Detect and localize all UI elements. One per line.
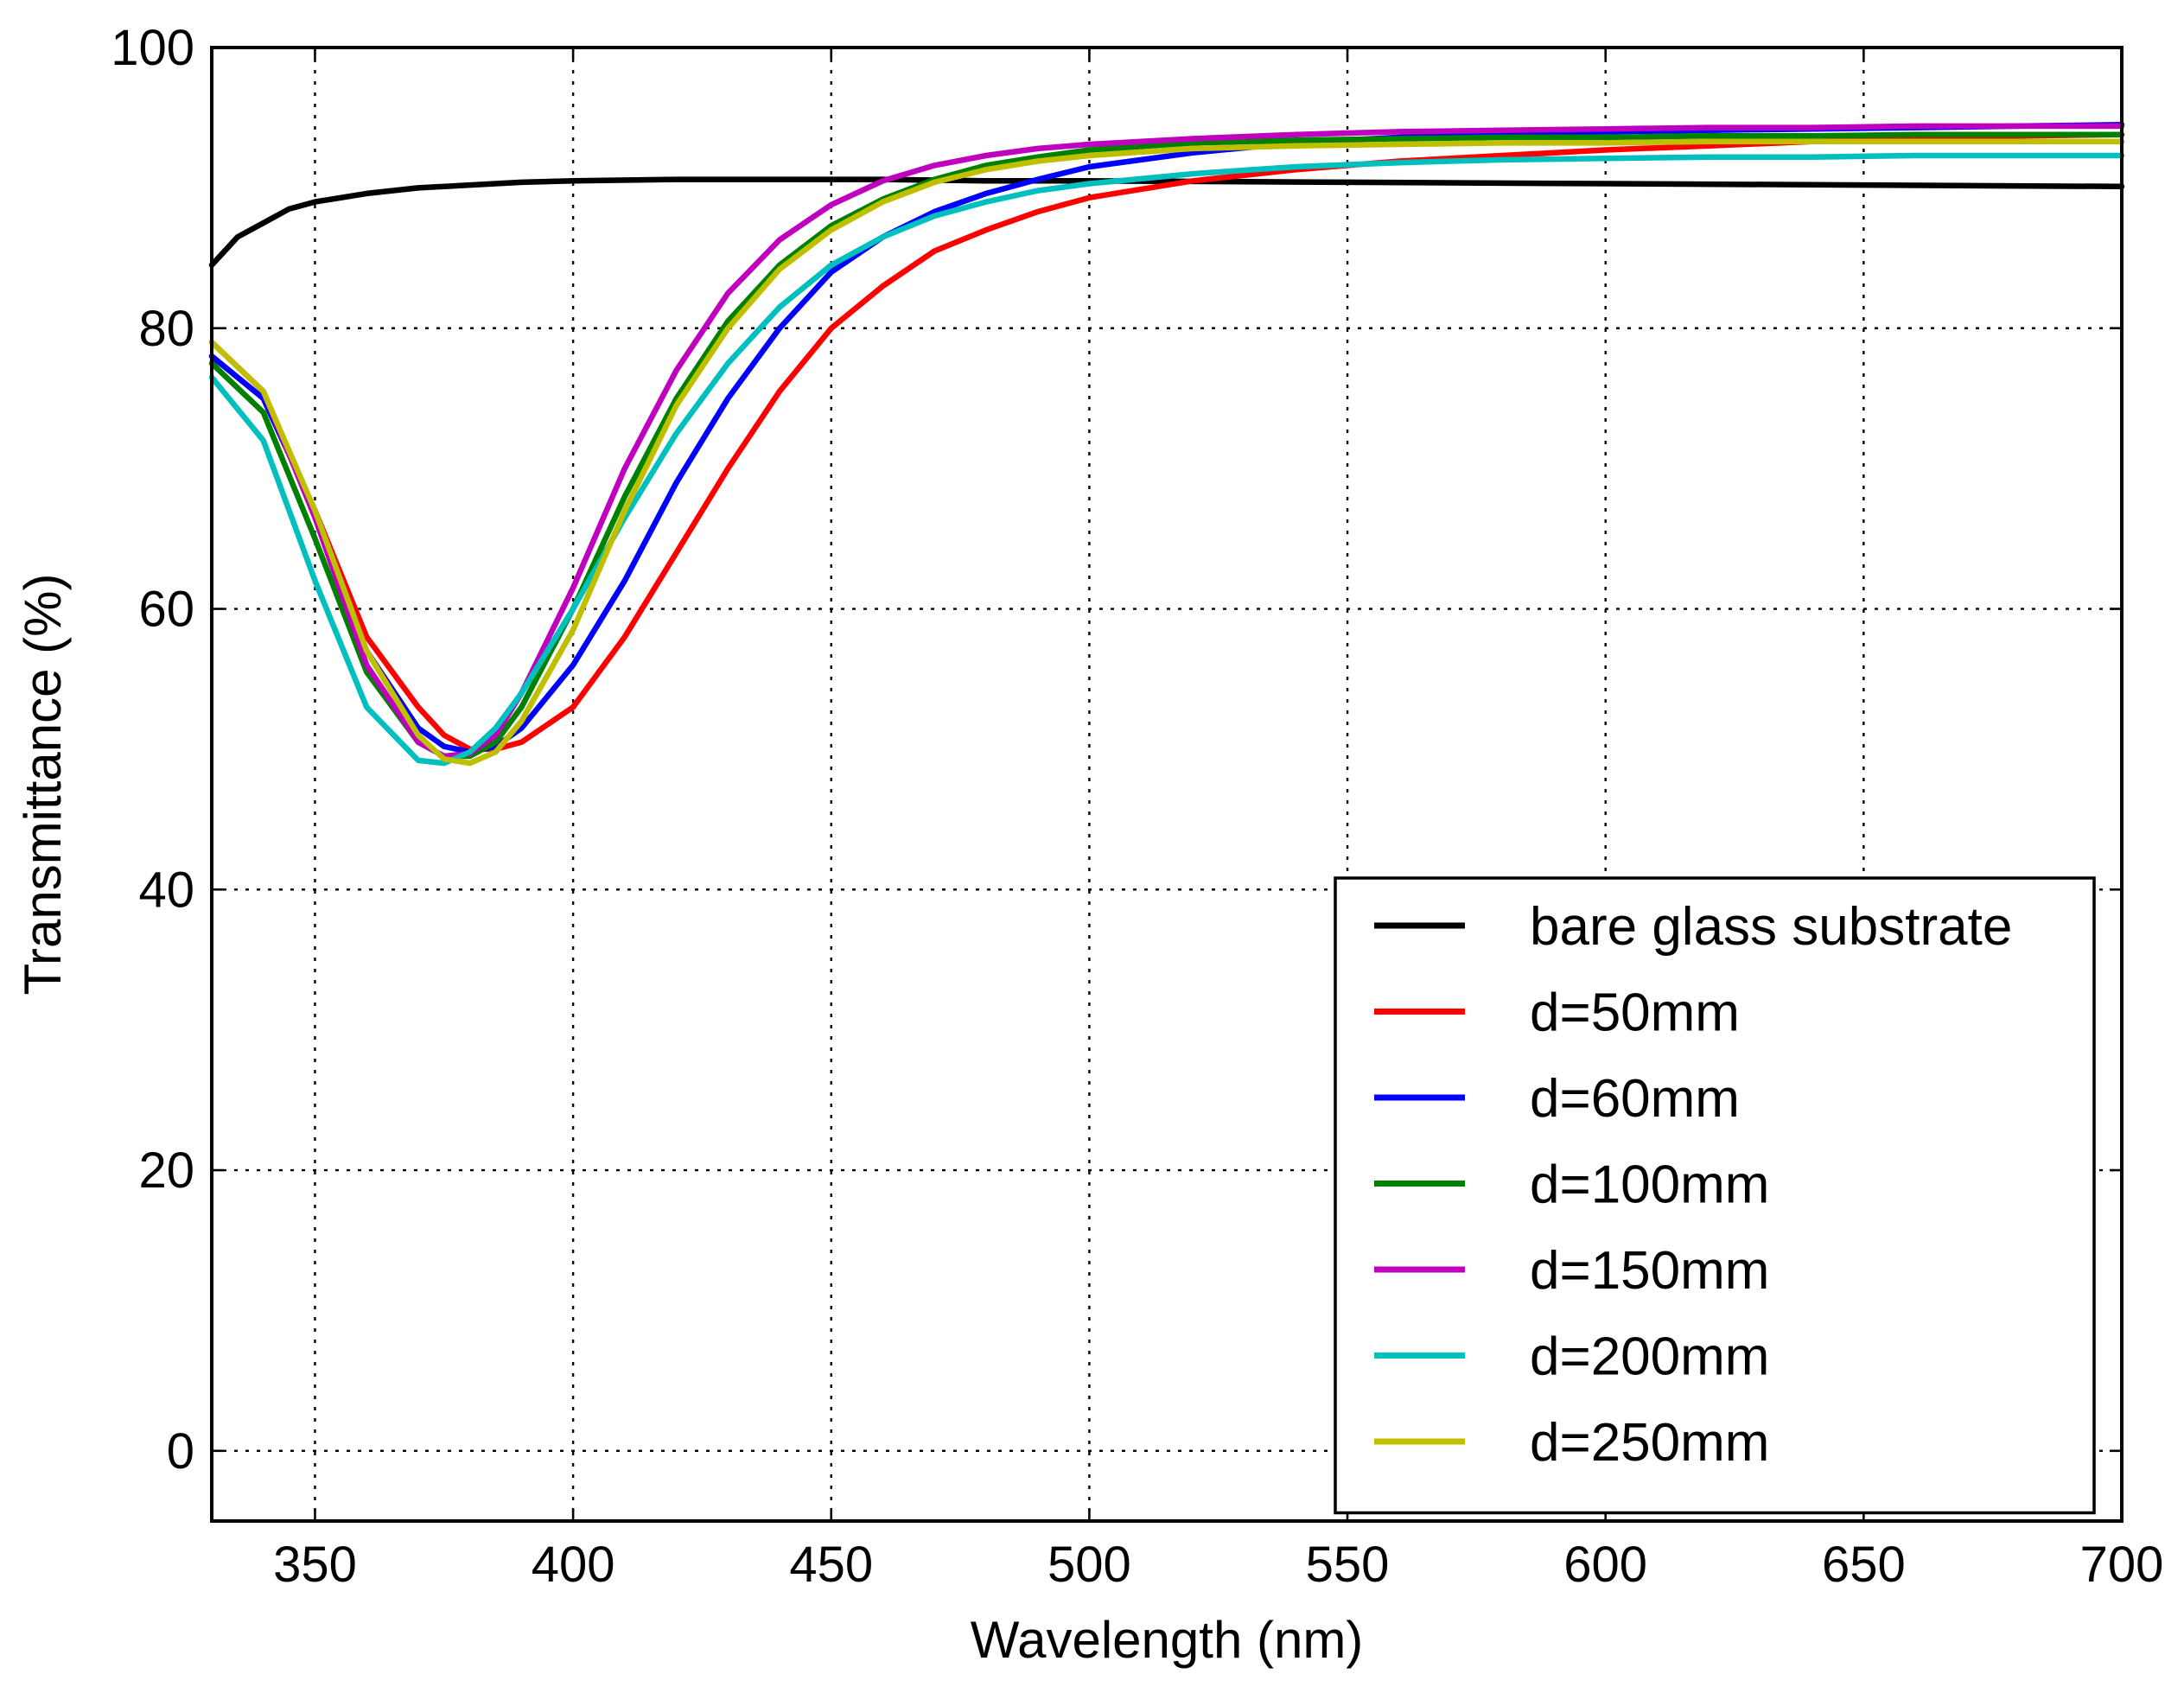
legend-label: d=60mm bbox=[1530, 1069, 1740, 1129]
legend-label: d=250mm bbox=[1530, 1413, 1769, 1473]
plot-frame bbox=[210, 46, 2124, 1523]
series-line-0 bbox=[208, 176, 2125, 268]
x-tick-label: 600 bbox=[1563, 1537, 1647, 1593]
legend-label: d=50mm bbox=[1530, 983, 1740, 1043]
x-tick-label: 700 bbox=[2080, 1537, 2164, 1593]
series-layer bbox=[208, 122, 2125, 767]
series-line-6 bbox=[208, 138, 2125, 767]
y-tick-label: 100 bbox=[111, 20, 194, 76]
x-tick-label: 350 bbox=[273, 1537, 357, 1593]
y-tick-label: 20 bbox=[138, 1142, 194, 1199]
x-axis-label: Wavelength (nm) bbox=[971, 1611, 1364, 1669]
series-line-4 bbox=[208, 123, 2125, 760]
legend-label: d=100mm bbox=[1530, 1155, 1769, 1215]
x-tick-label: 500 bbox=[1047, 1537, 1131, 1593]
series-line-5 bbox=[208, 152, 2125, 767]
y-tick-label: 60 bbox=[138, 582, 194, 638]
series-line-3 bbox=[208, 131, 2125, 760]
legend-label: d=200mm bbox=[1530, 1327, 1769, 1387]
y-tick-label: 80 bbox=[138, 301, 194, 357]
x-tick-label: 450 bbox=[789, 1537, 873, 1593]
legend: bare glass substrate d=50mm d=60mm d=100mm d… bbox=[1334, 876, 2096, 1515]
y-tick-label: 0 bbox=[167, 1423, 194, 1480]
x-tick-label: 650 bbox=[1822, 1537, 1906, 1593]
legend-label: d=150mm bbox=[1530, 1241, 1769, 1301]
x-tick-label: 400 bbox=[532, 1537, 615, 1593]
tick-layer: 350 400 450 500 550 600 650 700 0 20 40 60 80 100 bbox=[111, 20, 2163, 1593]
legend-entries: bare glass substrate d=50mm d=60mm d=100mm d… bbox=[1374, 897, 2012, 1473]
legend-box bbox=[1334, 876, 2096, 1515]
x-tick-label: 550 bbox=[1306, 1537, 1390, 1593]
series-line-1 bbox=[208, 131, 2125, 753]
series-line-2 bbox=[208, 122, 2125, 755]
y-tick-label: 40 bbox=[138, 862, 194, 918]
legend-label: bare glass substrate bbox=[1530, 897, 2012, 957]
y-axis-label: Transmittance (%) bbox=[14, 574, 72, 996]
